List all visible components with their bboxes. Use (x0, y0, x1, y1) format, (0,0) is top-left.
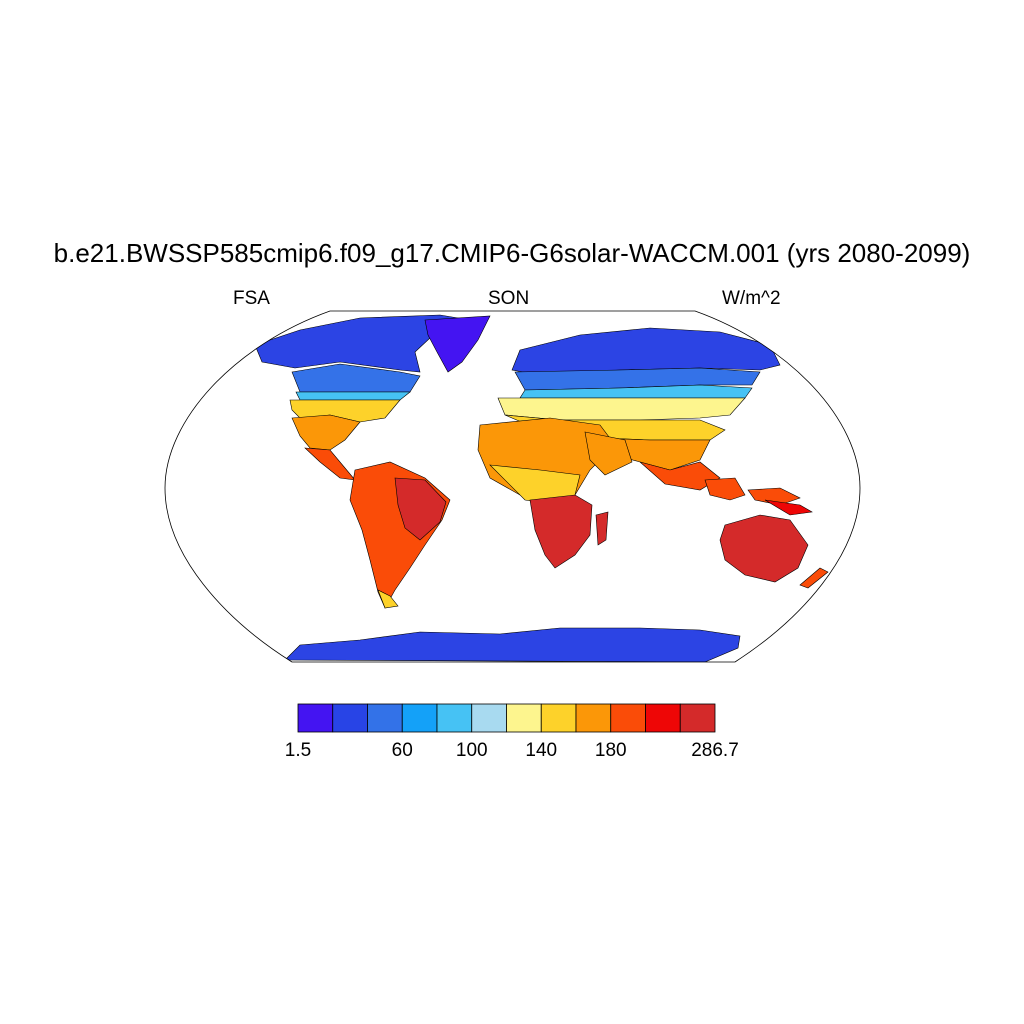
australia-landmass (719, 514, 829, 589)
colorbar-tick-label: 286.7 (691, 740, 739, 761)
season-label: SON (488, 288, 530, 309)
colorbar-swatch-2 (367, 703, 403, 733)
map-title: b.e21.BWSSP585cmip6.f09_g17.CMIP6-G6sola… (53, 238, 971, 268)
colorbar-tick-label: 100 (455, 740, 488, 761)
colorbar-swatch-11 (679, 703, 716, 733)
south-america-landmass (349, 461, 451, 609)
antarctica-landmass (284, 627, 741, 662)
colorbar-swatch-7 (540, 703, 577, 733)
variable-label: FSA (233, 288, 270, 309)
maritime-asia-landmass (704, 477, 813, 516)
arabian-peninsula-landmass (584, 431, 633, 476)
colorbar (297, 703, 716, 733)
greenland-landmass (424, 315, 491, 373)
colorbar-tick-label: 1.5 (284, 740, 312, 761)
colorbar-swatch-8 (575, 703, 612, 733)
colorbar-swatch-9 (610, 703, 646, 733)
north-america-landmass (254, 314, 472, 481)
colorbar-tick-label: 60 (391, 740, 413, 761)
colorbar-swatch-10 (645, 703, 681, 733)
africa-landmass (477, 417, 616, 569)
map-projection-outline (164, 310, 861, 663)
units-label: W/m^2 (722, 288, 781, 309)
colorbar-swatch-1 (332, 703, 368, 733)
colorbar-swatch-5 (471, 703, 507, 733)
colorbar-swatch-6 (506, 703, 542, 733)
colorbar-tick-label: 140 (525, 740, 558, 761)
colorbar-swatch-0 (297, 703, 334, 733)
eurasia-landmass (497, 327, 781, 491)
colorbar-tick-label: 180 (594, 740, 627, 761)
colorbar-swatch-3 (401, 703, 438, 733)
colorbar-swatch-4 (436, 703, 473, 733)
